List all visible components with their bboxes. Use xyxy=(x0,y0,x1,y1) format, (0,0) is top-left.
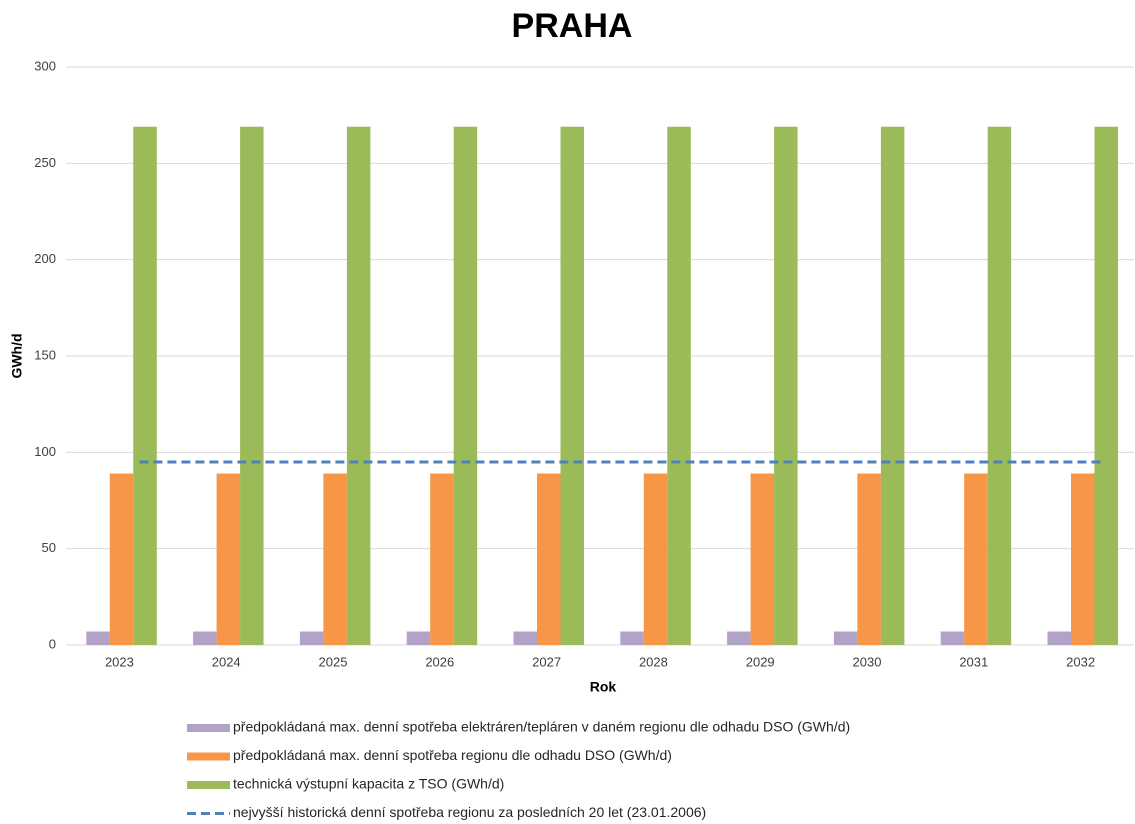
bar xyxy=(750,473,775,645)
bar xyxy=(560,126,584,645)
x-tick-label: 2025 xyxy=(319,654,348,669)
x-tick-label: 2026 xyxy=(425,654,454,669)
bar xyxy=(620,631,644,645)
y-tick-label: 100 xyxy=(34,444,56,459)
x-tick-label: 2031 xyxy=(959,654,988,669)
bar xyxy=(193,631,217,645)
bar xyxy=(536,473,561,645)
bar xyxy=(86,631,110,645)
bar xyxy=(833,631,858,645)
bar xyxy=(299,631,324,645)
bar xyxy=(880,126,905,645)
x-tick-label: 2023 xyxy=(105,654,134,669)
x-tick-label: 2027 xyxy=(532,654,561,669)
bar xyxy=(216,473,241,645)
bar xyxy=(727,631,751,645)
x-tick-label: 2029 xyxy=(746,654,775,669)
chart-title: PRAHA xyxy=(512,7,633,45)
bar xyxy=(323,473,347,645)
legend-swatch xyxy=(187,781,230,789)
legend-label: technická výstupní kapacita z TSO (GWh/d… xyxy=(233,776,504,792)
bar xyxy=(240,126,264,645)
bar xyxy=(1070,473,1095,645)
y-axis-title: GWh/d xyxy=(9,333,25,378)
x-axis-title: Rok xyxy=(590,679,617,695)
legend-label: nejvyšší historická denní spotřeba regio… xyxy=(233,804,706,820)
bar xyxy=(133,126,157,645)
bar xyxy=(513,631,537,645)
bar xyxy=(667,126,691,645)
bar xyxy=(940,631,965,645)
legend-label: předpokládaná max. denní spotřeba elektr… xyxy=(233,719,850,735)
y-tick-label: 250 xyxy=(34,155,56,170)
bar xyxy=(987,126,1012,645)
x-tick-label: 2032 xyxy=(1066,654,1095,669)
bar xyxy=(1047,631,1071,645)
legend-label: předpokládaná max. denní spotřeba region… xyxy=(233,747,672,763)
y-tick-label: 300 xyxy=(34,58,56,73)
bar xyxy=(643,473,668,645)
bar xyxy=(774,126,798,645)
x-tick-label: 2028 xyxy=(639,654,668,669)
bar xyxy=(1094,126,1118,645)
bar xyxy=(453,126,478,645)
bar xyxy=(857,473,881,645)
bar xyxy=(109,473,134,645)
x-tick-label: 2024 xyxy=(212,654,241,669)
bar xyxy=(964,473,988,645)
bar xyxy=(430,473,454,645)
y-tick-label: 200 xyxy=(34,251,56,266)
y-tick-label: 0 xyxy=(49,636,56,651)
y-tick-label: 50 xyxy=(42,540,56,555)
legend-swatch xyxy=(187,724,230,732)
legend-swatch xyxy=(187,752,230,761)
y-tick-label: 150 xyxy=(34,347,56,362)
bar xyxy=(406,631,431,645)
x-tick-label: 2030 xyxy=(853,654,882,669)
bar xyxy=(346,126,371,645)
